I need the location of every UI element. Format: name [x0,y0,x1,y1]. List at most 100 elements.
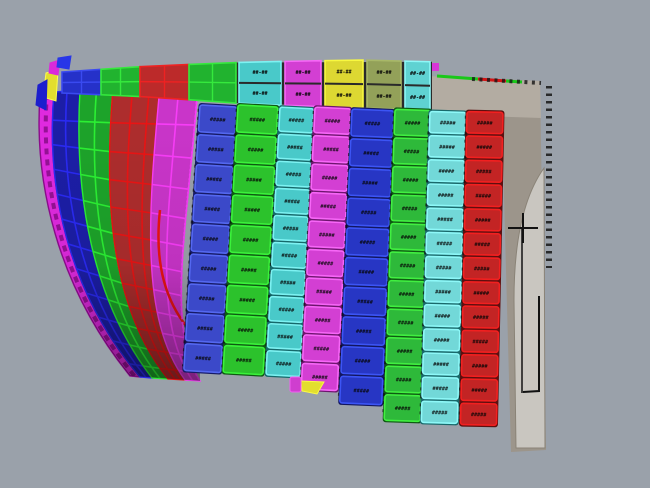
hull-plate[interactable]: ##### [311,134,351,164]
hull-plate[interactable]: ##### [389,222,428,251]
hull-plate[interactable]: ##### [423,279,463,304]
hull-plate-face[interactable] [190,223,231,254]
hull-plate-face[interactable] [393,108,432,137]
hull-plate-face[interactable] [421,352,460,376]
hull-plate-face[interactable] [272,214,309,242]
hull-plate-face[interactable] [462,256,501,281]
hull-plate[interactable]: ##### [266,322,304,351]
hull-plate[interactable]: ##### [465,135,504,159]
hull-plate[interactable]: ##### [388,251,427,280]
hull-plate-face[interactable] [425,207,465,231]
hull-plate[interactable]: ##### [183,342,224,374]
hull-plate-face[interactable] [313,106,352,136]
band-green[interactable] [100,65,141,98]
hull-plate[interactable]: ##### [387,279,426,309]
hull-plate[interactable]: ##### [463,232,502,256]
hull-plate-face[interactable] [421,376,460,400]
hull-plate-face[interactable] [194,163,234,195]
hull-plate[interactable]: ##### [278,106,315,134]
sliver-magenta-tab[interactable] [289,376,302,393]
hull-plate-face[interactable] [183,342,224,374]
hull-plate-face[interactable] [222,344,266,376]
hull-plate[interactable]: ##### [232,164,276,195]
hull-plate-face[interactable] [464,159,503,184]
hull-plate[interactable]: ##### [230,194,274,226]
hull-plate-face[interactable] [340,345,385,376]
hull-plate[interactable]: ##### [190,223,231,254]
hull-plate[interactable]: ##### [428,110,467,135]
hull-plate[interactable]: ##### [423,303,462,328]
hull-plate-face[interactable] [461,305,500,329]
hull-plate-face[interactable] [388,251,427,280]
hull-plate-face[interactable] [304,277,344,306]
hull-plate[interactable]: ##### [301,334,341,363]
hull-plate[interactable]: ##### [304,277,344,306]
hull-plate[interactable]: ##### [269,268,307,297]
hull-plate-face[interactable] [303,305,342,335]
hull-plate[interactable]: ##### [392,137,431,166]
hull-plate-face[interactable] [465,135,504,159]
hull-plate[interactable]: ##### [390,194,429,223]
band-olive[interactable]: ##-####-## [366,59,402,110]
hull-plate-face[interactable] [307,220,347,249]
hull-plate-face[interactable] [423,279,463,304]
hull-plate[interactable]: ##### [270,241,308,269]
band-red[interactable] [139,63,190,101]
hull-plate[interactable]: ##### [192,193,233,225]
hull-plate[interactable]: ##### [428,134,467,159]
hull-plate-face[interactable] [347,167,393,198]
band-green-2[interactable] [188,61,237,104]
hull-plate-face[interactable] [188,253,229,284]
hull-plate-face[interactable] [464,183,503,208]
hull-plate[interactable]: ##### [340,345,385,376]
band-blue[interactable] [61,68,102,96]
hull-plate[interactable]: ##### [342,286,388,317]
hull-plate[interactable]: ##### [460,378,499,402]
hull-plate-face[interactable] [392,137,431,166]
hull-plate-face[interactable] [232,164,276,195]
hull-plate-face[interactable] [460,353,499,378]
hull-plate-face[interactable] [423,303,462,328]
hull-plate-face[interactable] [276,133,314,161]
hull-plate-face[interactable] [343,256,389,287]
hull-plate-face[interactable] [428,134,467,159]
hull-plate[interactable]: ##### [184,313,225,344]
hull-plate[interactable]: ##### [272,214,309,242]
hull-plate-face[interactable] [339,375,384,406]
column-red[interactable]: ########################################… [458,109,505,428]
hull-plate-face[interactable] [278,106,315,134]
hull-plate[interactable]: ##### [197,104,238,135]
hull-plate[interactable]: ##### [234,134,277,165]
hull-plate-face[interactable] [265,350,302,378]
hull-plate[interactable]: ##### [348,138,394,168]
band-cyan-2[interactable]: ##-####-## [404,60,431,111]
hull-plate[interactable]: ##### [265,350,302,378]
hull-plate-face[interactable] [229,224,272,256]
hull-plate-face[interactable] [463,232,502,256]
hull-plate[interactable]: ##### [188,253,229,284]
hull-plate-face[interactable] [461,329,500,354]
hull-plate-face[interactable] [197,104,238,135]
hull-plate[interactable]: ##### [461,305,500,329]
hull-plate-face[interactable] [390,194,429,223]
hull-plate-face[interactable] [192,193,233,225]
hull-plate[interactable]: ##### [225,284,269,316]
hull-plate-face[interactable] [428,110,467,135]
column-green-1[interactable]: ########################################… [221,102,280,377]
hull-plate[interactable]: ##### [424,255,463,280]
hull-plate[interactable]: ##### [350,108,395,139]
hull-plate[interactable]: ##### [421,376,460,400]
band-magenta[interactable]: ##-####-## [284,59,322,108]
hull-plate-face[interactable] [462,280,501,305]
hull-plate[interactable]: ##### [347,167,393,198]
hull-plate[interactable]: ##### [273,187,311,215]
hull-plate[interactable]: ##### [420,400,459,425]
hull-plate[interactable]: ##### [391,165,430,194]
hull-plate-face[interactable] [225,284,269,316]
hull-plate-face[interactable] [269,268,307,297]
hull-plate-face[interactable] [427,159,466,183]
hull-plate[interactable]: ##### [464,159,503,184]
hull-plate[interactable]: ##### [306,248,345,278]
